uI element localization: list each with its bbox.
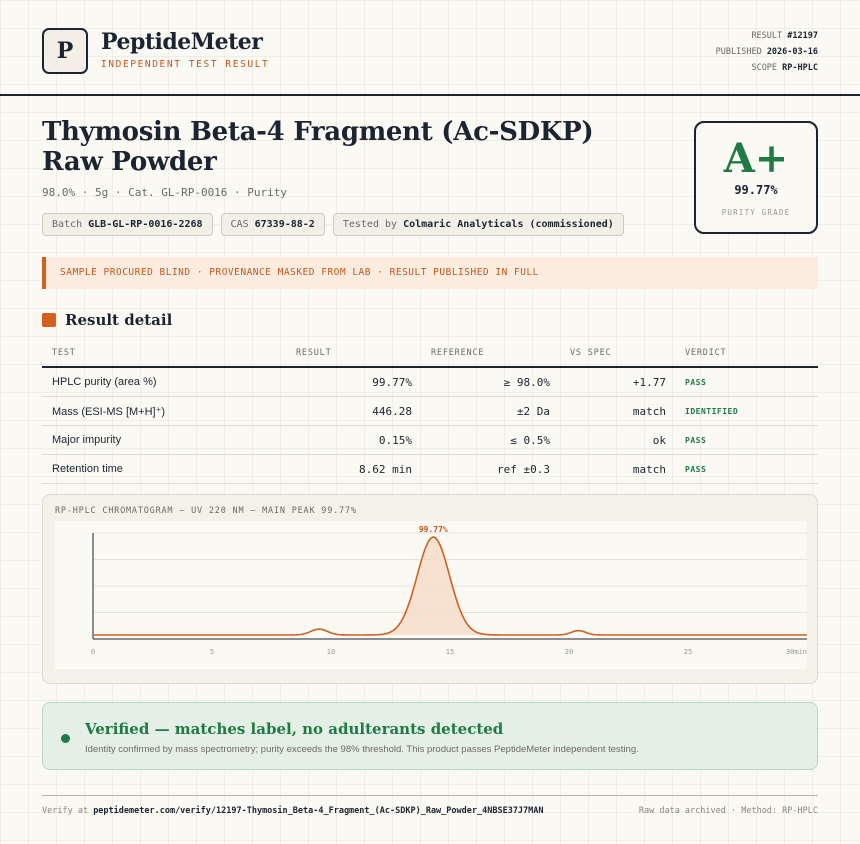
procurement-banner: SAMPLE PROCURED BLIND · PROVENANCE MASKE… [42, 257, 818, 289]
logo-icon: P [42, 28, 88, 74]
cell-reference: ≥ 98.0% [503, 376, 550, 389]
x-tick-label: 25 [684, 648, 692, 656]
cell-verdict: PASS [685, 378, 707, 387]
chromatogram-title: RP-HPLC CHROMATOGRAM — UV 220 NM — MAIN … [55, 506, 357, 516]
brand-name: PeptideMeter [101, 29, 263, 55]
purity-grade-card: A+ 99.77% PURITY GRADE [694, 121, 818, 234]
x-tick-label: 15 [446, 648, 454, 656]
cell-vs-spec: match [632, 463, 666, 476]
table-row: Retention time 8.62 min ref ±0.3 match P… [42, 455, 818, 484]
cell-test: Mass (ESI-MS [M+H]⁺) [52, 406, 166, 418]
x-tick-label: 10 [327, 648, 335, 656]
tested-by-chip: Tested by Colmaric Analyticals (commissi… [332, 213, 624, 236]
x-tick-label: 0 [91, 648, 95, 656]
cell-result: 99.77% [372, 376, 412, 389]
meta-scope: SCOPE RP-HPLC [751, 63, 818, 73]
x-tick-label: 30min [786, 648, 807, 656]
cell-vs-spec: match [632, 405, 666, 418]
table-row: Mass (ESI-MS [M+H]⁺) 446.28 ±2 Da match … [42, 397, 818, 426]
section-title: Result detail [65, 311, 173, 329]
header-reference: REFERENCE [431, 348, 485, 358]
table-header: TEST RESULT REFERENCE VS SPEC VERDICT [42, 341, 818, 368]
cell-test: Major impurity [52, 434, 122, 446]
cell-reference: ref ±0.3 [497, 463, 550, 476]
table-row: Major impurity 0.15% ≤ 0.5% ok PASS [42, 426, 818, 455]
footer: Verify at peptidemeter.com/verify/12197-… [42, 795, 818, 816]
peak-label: 99.77% [419, 525, 448, 534]
meta-published: PUBLISHED 2026-03-16 [715, 47, 818, 57]
chromatogram-panel: RP-HPLC CHROMATOGRAM — UV 220 NM — MAIN … [42, 494, 818, 684]
cas-chip: CAS 67339-88-2 [220, 213, 325, 236]
verified-panel: Verified — matches label, no adulterants… [42, 702, 818, 770]
verify-link-text: Verify at peptidemeter.com/verify/12197-… [42, 806, 544, 816]
section-square-icon [42, 313, 56, 327]
verified-title: Verified — matches label, no adulterants… [85, 720, 504, 738]
peak-fill [376, 537, 490, 635]
cell-test: Retention time [52, 463, 123, 475]
grade-value: 99.77% [734, 183, 778, 197]
chromatogram-chart: 99.77% 0 5 10 15 20 25 30min [55, 521, 807, 669]
verified-description: Identity confirmed by mass spectrometry;… [85, 744, 639, 755]
section-header: Result detail [42, 311, 172, 329]
result-meta: RESULT #12197 PUBLISHED 2026-03-16 SCOPE… [716, 28, 818, 76]
header-result: RESULT [296, 348, 332, 358]
x-tick-label: 20 [565, 648, 573, 656]
cell-result: 0.15% [378, 434, 412, 447]
x-tick-label: 5 [210, 648, 214, 656]
cell-verdict: PASS [685, 465, 707, 474]
header-test: TEST [52, 348, 76, 358]
product-title: Thymosin Beta-4 Fragment (Ac-SDKP) Raw P… [42, 117, 594, 177]
cell-vs-spec: +1.77 [632, 376, 666, 389]
header: P PeptideMeter INDEPENDENT TEST RESULT R… [0, 0, 860, 96]
product-chips: Batch GLB-GL-RP-0016-2268 CAS 67339-88-2… [42, 213, 624, 236]
cell-result: 446.28 [372, 405, 412, 418]
product-subline: 98.0% · 5g · Cat. GL-RP-0016 · Purity [42, 186, 288, 199]
cell-result: 8.62 min [359, 463, 412, 476]
meta-result: RESULT #12197 [751, 31, 818, 41]
cell-reference: ≤ 0.5% [510, 434, 550, 447]
cell-verdict: PASS [685, 436, 707, 445]
trace-line [93, 536, 807, 636]
batch-chip: Batch GLB-GL-RP-0016-2268 [42, 213, 213, 236]
header-verdict: VERDICT [685, 348, 727, 358]
cell-reference: ±2 Da [516, 405, 550, 418]
table-row: HPLC purity (area %) 99.77% ≥ 98.0% +1.7… [42, 368, 818, 397]
result-table: TEST RESULT REFERENCE VS SPEC VERDICT HP… [42, 341, 818, 484]
cell-vs-spec: ok [652, 434, 666, 447]
grade-label: PURITY GRADE [721, 208, 791, 217]
grade-letter: A+ [723, 135, 789, 182]
header-vs-spec: VS SPEC [570, 348, 612, 358]
cell-verdict: IDENTIFIED [685, 407, 739, 416]
footer-method: Raw data archived · Method: RP-HPLC [638, 806, 818, 816]
cell-test: HPLC purity (area %) [52, 376, 157, 388]
brand-subtitle: INDEPENDENT TEST RESULT [101, 59, 270, 70]
verify-url-link[interactable]: peptidemeter.com/verify/12197-Thymosin_B… [93, 806, 544, 816]
x-tick-labels: 0 5 10 15 20 25 30min [91, 648, 807, 656]
verified-dot-icon [61, 734, 70, 743]
